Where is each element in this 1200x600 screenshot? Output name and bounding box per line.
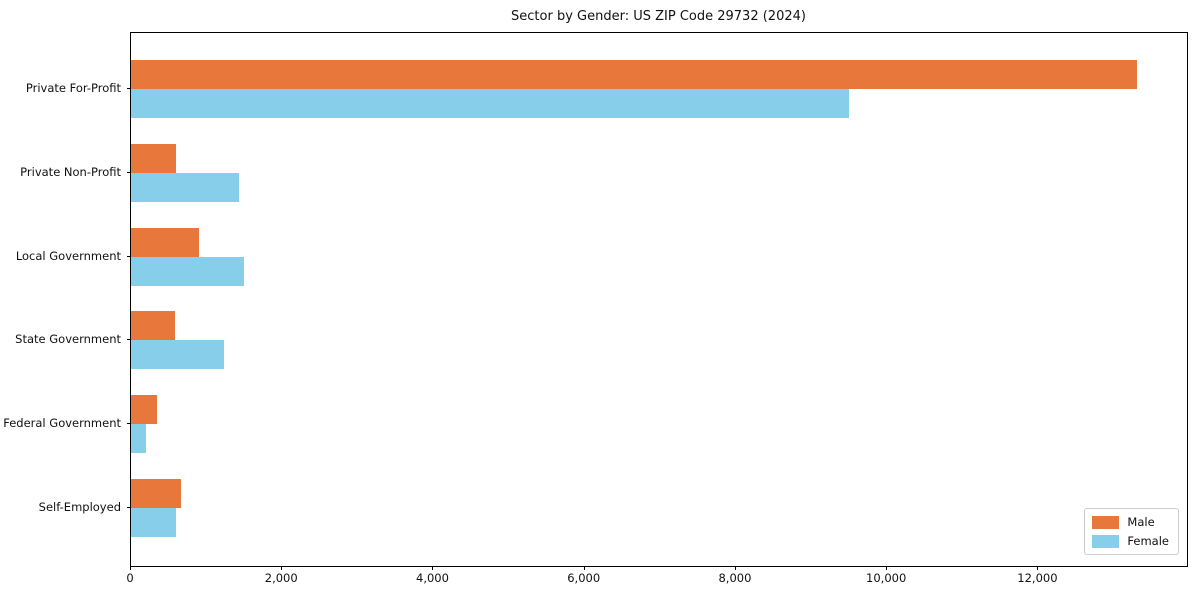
bar-female-5 [131, 508, 176, 538]
y-tick-mark [127, 423, 131, 425]
y-tick-label: Local Government [15, 248, 121, 263]
x-tick-mark [432, 566, 434, 570]
x-tick-label: 6,000 [567, 571, 601, 585]
bar-female-3 [131, 340, 224, 370]
y-tick-mark [127, 507, 131, 509]
bar-male-3 [131, 311, 175, 341]
legend-label: Male [1127, 515, 1155, 529]
x-tick-mark [583, 566, 585, 570]
y-tick-label: Private Non-Profit [20, 164, 121, 179]
x-tick-mark [281, 566, 283, 570]
bar-female-0 [131, 88, 850, 118]
bar-female-1 [131, 172, 240, 202]
bar-male-5 [131, 479, 181, 509]
x-tick-label: 10,000 [866, 571, 907, 585]
legend-swatch-female [1092, 534, 1120, 548]
x-tick-label: 12,000 [1017, 571, 1058, 585]
y-tick-mark [127, 255, 131, 257]
y-tick-label: State Government [15, 332, 121, 347]
legend-item-female: Female [1092, 534, 1169, 548]
x-tick-label: 2,000 [264, 571, 298, 585]
bar-male-0 [131, 59, 1137, 89]
y-tick-mark [127, 171, 131, 173]
x-tick-mark [1037, 566, 1039, 570]
bar-female-4 [131, 424, 147, 454]
bar-male-1 [131, 143, 177, 173]
chart-title: Sector by Gender: US ZIP Code 29732 (202… [511, 9, 806, 24]
bar-male-2 [131, 227, 200, 257]
y-tick-label: Private For-Profit [25, 80, 121, 95]
x-tick-mark [886, 566, 888, 570]
x-tick-label: 0 [126, 571, 134, 585]
legend: Male Female [1084, 508, 1179, 555]
x-tick-label: 8,000 [718, 571, 752, 585]
legend-label: Female [1127, 534, 1169, 548]
plot-area [130, 32, 1188, 567]
y-tick-label: Self-Employed [38, 500, 121, 515]
legend-swatch-male [1092, 515, 1120, 529]
y-tick-mark [127, 87, 131, 89]
bar-female-2 [131, 256, 244, 286]
x-tick-mark [130, 566, 131, 570]
y-tick-label: Federal Government [3, 416, 121, 431]
y-tick-mark [127, 339, 131, 341]
legend-item-male: Male [1092, 515, 1169, 529]
x-tick-mark [734, 566, 736, 570]
bar-male-4 [131, 395, 158, 425]
x-tick-label: 4,000 [416, 571, 449, 585]
